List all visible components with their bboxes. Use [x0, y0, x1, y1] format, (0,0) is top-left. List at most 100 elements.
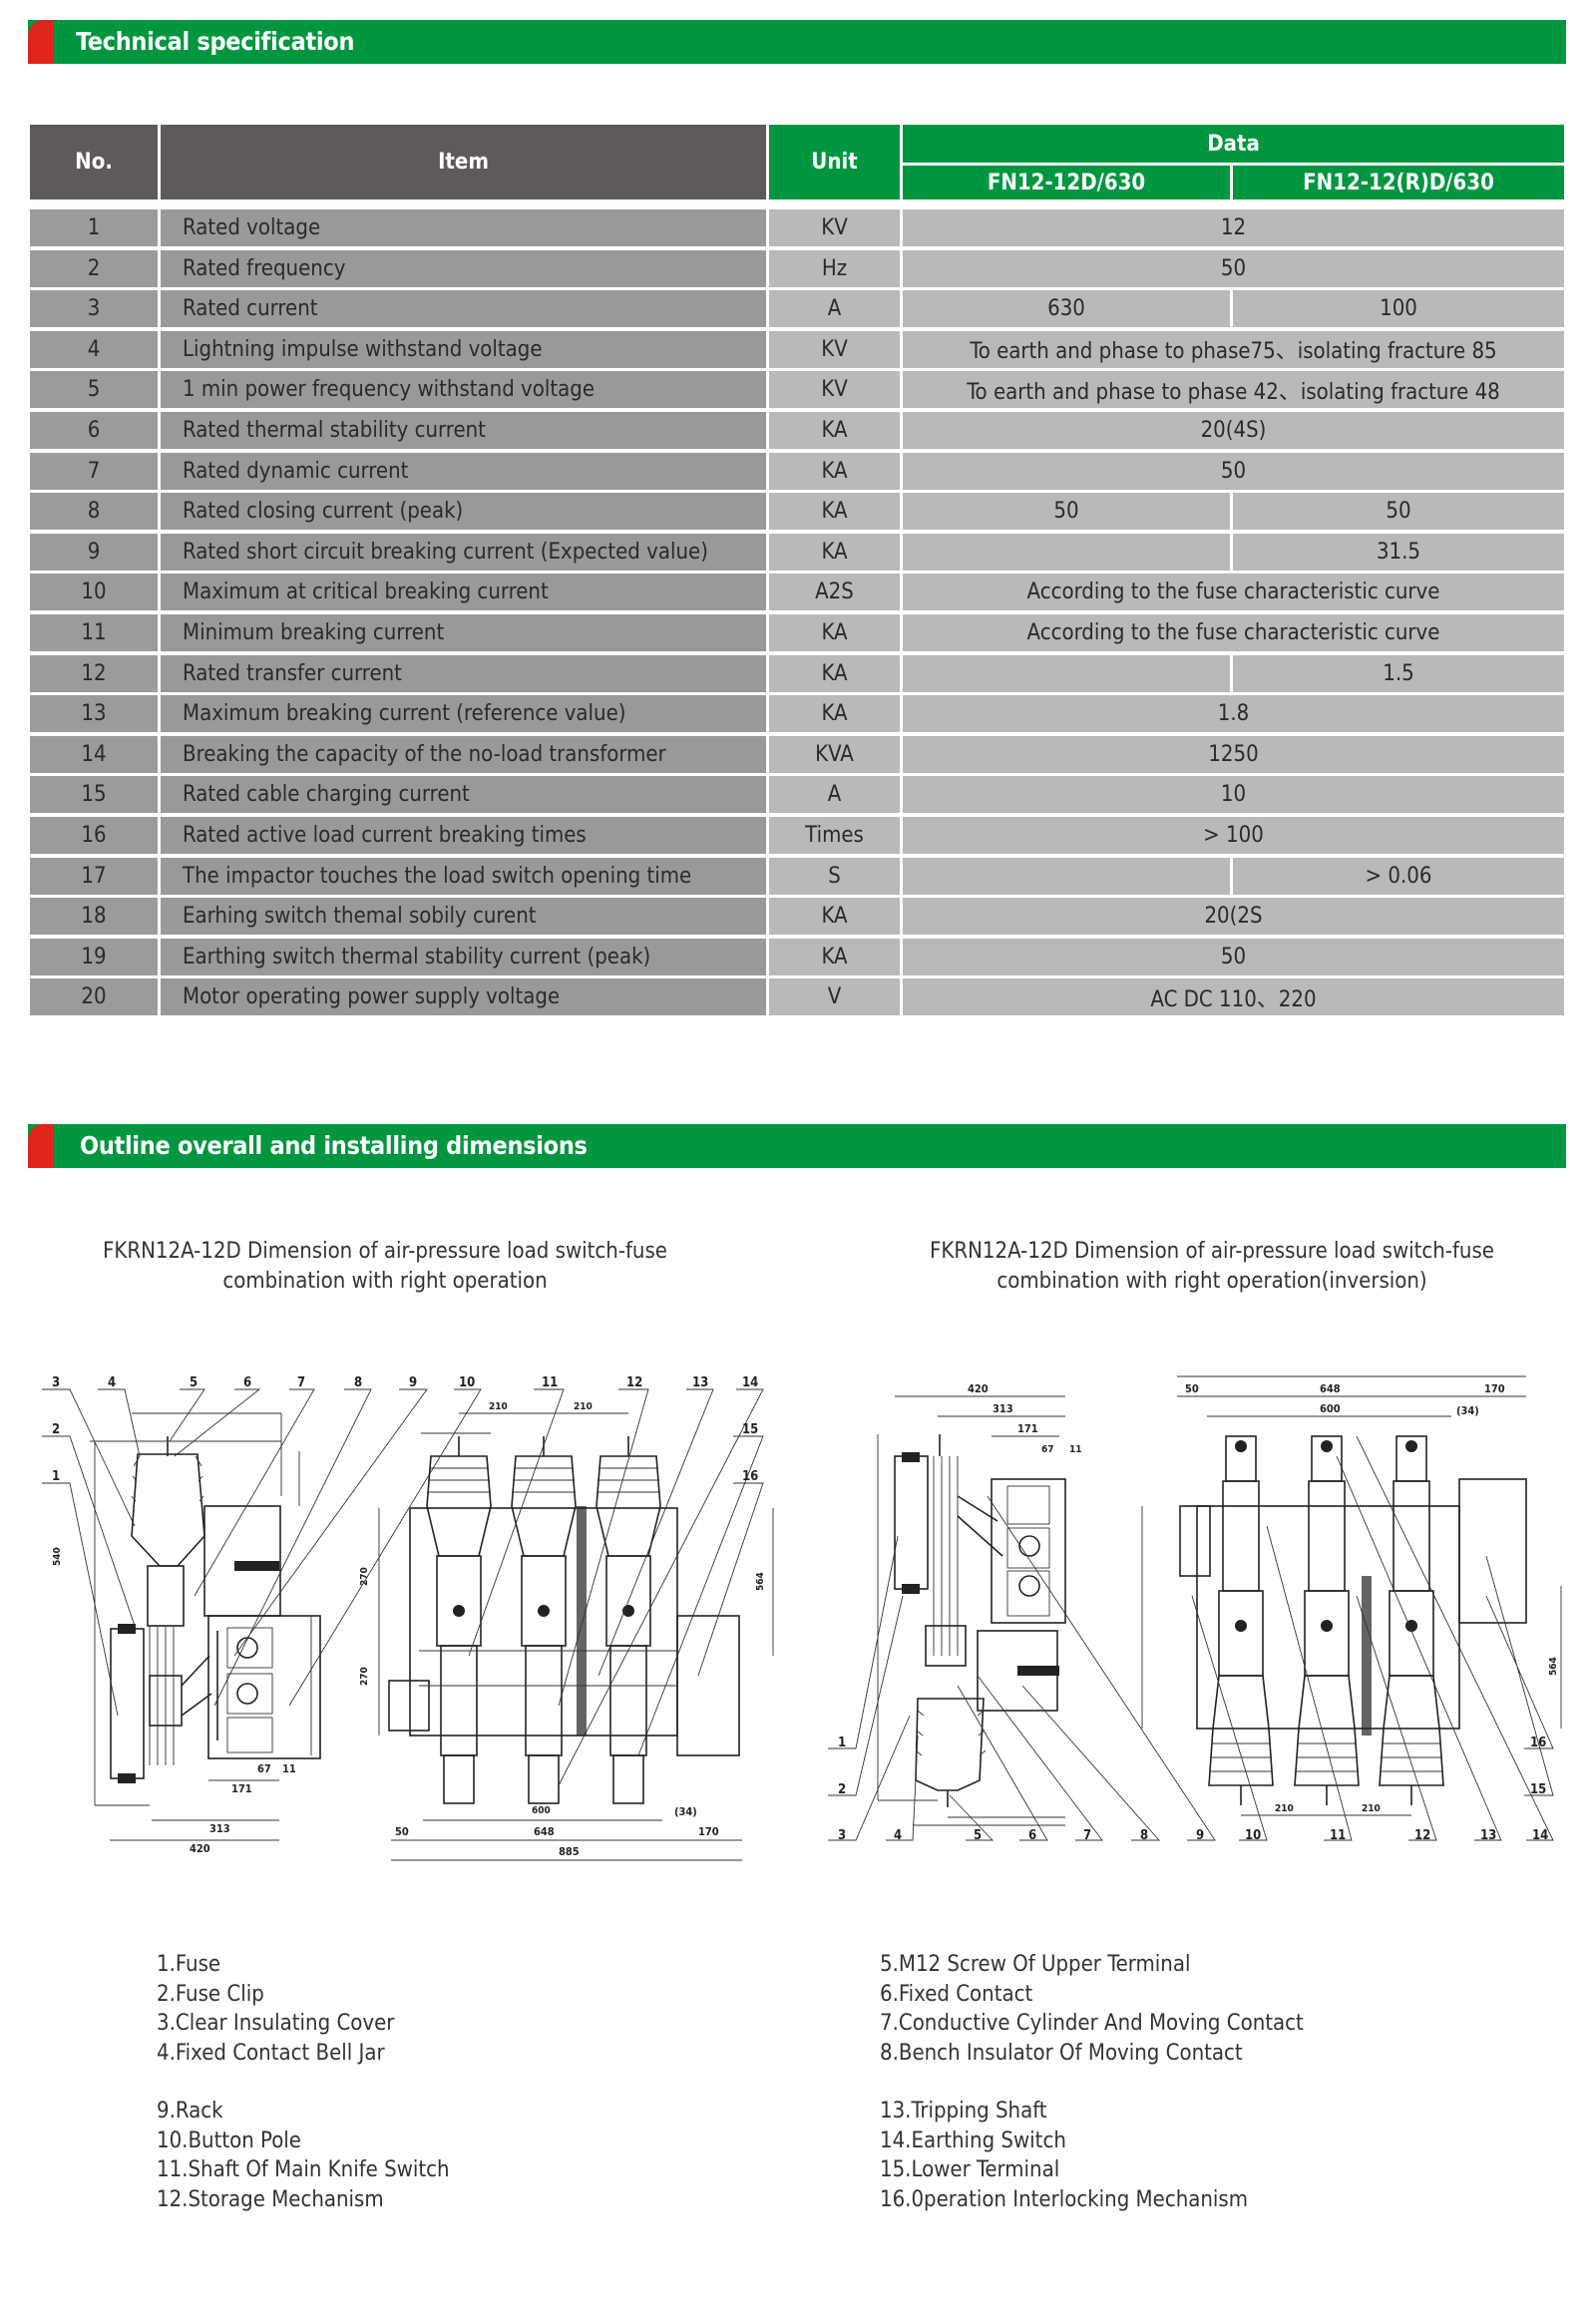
- dim-label: 600: [532, 1805, 551, 1816]
- row-value-model-a: 50: [903, 493, 1230, 531]
- parts-legend-right: 5.M12 Screw Of Upper Terminal 6.Fixed Co…: [880, 1950, 1304, 2214]
- callout-9: 9: [409, 1375, 417, 1390]
- table-row: 14 Breaking the capacity of the no-load t…: [30, 735, 1564, 773]
- dim-label: 11: [1069, 1444, 1082, 1455]
- row-value: 10: [903, 776, 1564, 814]
- row-unit: V: [769, 978, 900, 1016]
- callout-4: 4: [894, 1828, 902, 1843]
- dim-label: (34): [1456, 1404, 1479, 1417]
- section-title: Technical specification: [76, 27, 355, 56]
- row-item: Rated closing current (peak): [161, 493, 766, 531]
- row-value: 50: [903, 249, 1564, 287]
- legend-item: 12.Storage Mechanism: [157, 2186, 384, 2212]
- legend-item: 5.M12 Screw Of Upper Terminal: [880, 1952, 1191, 1977]
- legend-item: 16.0peration Interlocking Mechanism: [880, 2186, 1249, 2212]
- row-unit: KA: [769, 614, 900, 651]
- row-unit: KA: [769, 654, 900, 692]
- row-number: 1: [30, 209, 158, 246]
- table-row: 4 Lightning impulse withstand voltage KV To…: [30, 330, 1564, 368]
- row-item: Rated frequency: [161, 249, 766, 287]
- row-number: 11: [30, 614, 158, 651]
- row-value-model-b: 100: [1233, 290, 1564, 328]
- caption-line: FKRN12A-12D Dimension of air-pressure lo…: [103, 1239, 667, 1264]
- dim-label: 540: [52, 1547, 63, 1566]
- row-number: 19: [30, 938, 158, 975]
- caption-line: combination with right operation(inversi…: [997, 1269, 1427, 1294]
- drawing-caption-right: FKRN12A-12D Dimension of air-pressure lo…: [853, 1237, 1571, 1297]
- row-unit: KV: [769, 209, 900, 246]
- row-unit: Times: [769, 817, 900, 854]
- row-value: 1.8: [903, 695, 1564, 733]
- row-unit: A: [769, 776, 900, 814]
- row-number: 7: [30, 452, 158, 490]
- row-number: 12: [30, 654, 158, 692]
- row-item: Rated cable charging current: [161, 776, 766, 814]
- legend-item: 1.Fuse: [157, 1952, 221, 1977]
- legend-item: 15.Lower Terminal: [880, 2157, 1060, 2182]
- callout-7: 7: [297, 1375, 305, 1390]
- dim-label: 50: [395, 1825, 409, 1838]
- row-item: Earthing switch thermal stability curren…: [161, 938, 766, 975]
- row-value-model-a: [903, 533, 1230, 571]
- table-row: 18 Earhing switch themal sobily curent KA 2…: [30, 898, 1564, 936]
- dim-label: 67: [1041, 1444, 1054, 1455]
- legend-item: 9.Rack: [157, 2099, 223, 2124]
- row-value: 20(4S): [903, 412, 1564, 449]
- section-accent-tab: [28, 20, 54, 64]
- dim-label: 171: [231, 1782, 252, 1795]
- row-item: Rated short circuit breaking current (Ex…: [161, 533, 766, 571]
- dim-label: 270: [359, 1567, 370, 1586]
- table-row: 10 Maximum at critical breaking current A2…: [30, 574, 1564, 611]
- callout-16: 16: [742, 1469, 758, 1484]
- row-item: Rated dynamic current: [161, 452, 766, 490]
- dim-label: (34): [674, 1805, 697, 1818]
- dim-label: 564: [755, 1572, 766, 1591]
- legend-item: 10.Button Pole: [157, 2127, 301, 2153]
- row-number: 15: [30, 776, 158, 814]
- section-header-outline-dimensions: Outline overall and installing dimension…: [28, 1124, 1566, 1168]
- legend-item: 6.Fixed Contact: [880, 1981, 1033, 2007]
- callout-15: 15: [742, 1422, 758, 1437]
- side-view: 540 420 313 171 67 11: [52, 1412, 321, 1855]
- dim-label: 210: [1362, 1803, 1381, 1814]
- row-number: 4: [30, 330, 158, 368]
- row-unit: KA: [769, 938, 900, 975]
- callout-13: 13: [692, 1375, 708, 1390]
- row-number: 8: [30, 493, 158, 531]
- callout-10: 10: [1245, 1828, 1261, 1843]
- legend-item: 7.Conductive Cylinder And Moving Contact: [880, 2011, 1304, 2036]
- row-unit: KA: [769, 452, 900, 490]
- row-number: 3: [30, 290, 158, 328]
- dim-label: 885: [559, 1845, 580, 1858]
- dim-label: 210: [489, 1401, 508, 1412]
- row-unit: KV: [769, 371, 900, 409]
- table-row: 13 Maximum breaking current (reference va…: [30, 695, 1564, 733]
- row-number: 16: [30, 817, 158, 854]
- dim-label: 170: [1484, 1382, 1505, 1395]
- dim-label: 67: [257, 1762, 271, 1775]
- dim-label: 600: [1320, 1402, 1341, 1415]
- row-value: > 100: [903, 817, 1564, 854]
- row-item: Rated transfer current: [161, 654, 766, 692]
- row-item: The impactor touches the load switch ope…: [161, 857, 766, 895]
- row-unit: KA: [769, 493, 900, 531]
- legend-item: 4.Fixed Contact Bell Jar: [157, 2040, 385, 2066]
- row-unit: KA: [769, 412, 900, 449]
- row-value-model-b: 50: [1233, 493, 1564, 531]
- row-unit: KA: [769, 695, 900, 733]
- callout-2: 2: [838, 1782, 846, 1797]
- callout-4: 4: [108, 1375, 116, 1390]
- callout-5: 5: [974, 1828, 982, 1843]
- row-value-model-a: 630: [903, 290, 1230, 328]
- callout-7: 7: [1083, 1828, 1091, 1843]
- dim-label: 210: [1275, 1803, 1294, 1814]
- table-row: 12 Rated transfer current KA 1.5: [30, 654, 1564, 692]
- row-value: 12: [903, 209, 1564, 246]
- legend-item: 13.Tripping Shaft: [880, 2099, 1047, 2124]
- callout-14: 14: [742, 1375, 758, 1390]
- row-value: 50: [903, 938, 1564, 975]
- callout-12: 12: [1414, 1828, 1430, 1843]
- row-value-model-a: [903, 654, 1230, 692]
- legend-item: 14.Earthing Switch: [880, 2127, 1066, 2153]
